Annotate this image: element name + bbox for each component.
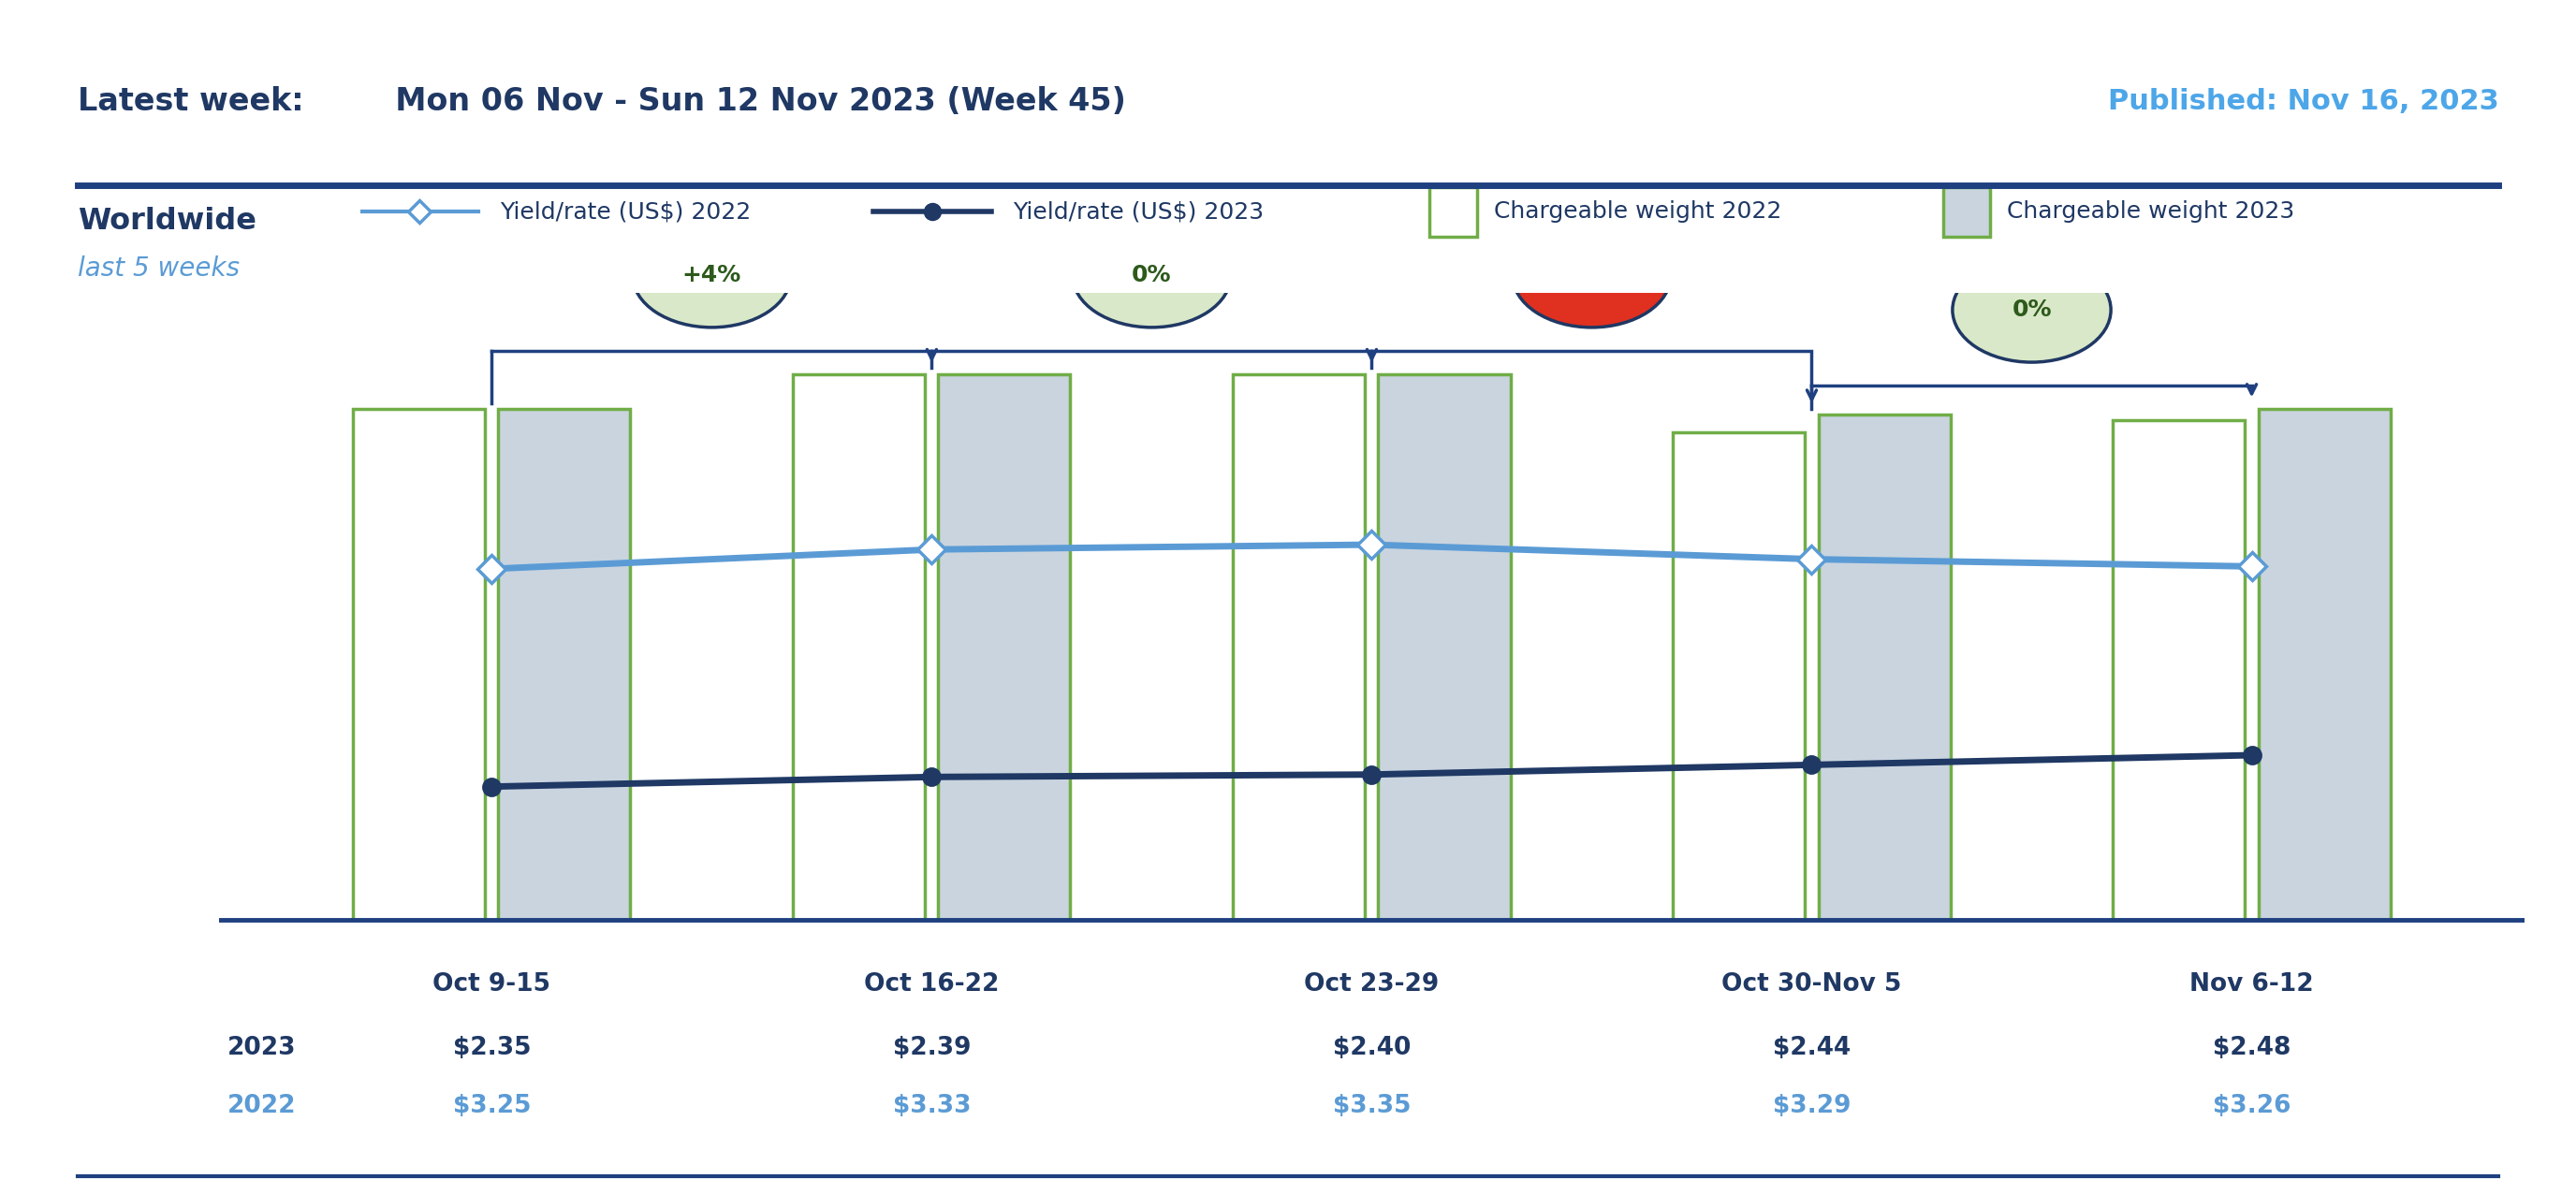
Text: +4%: +4% [683,264,742,287]
Text: -4%: -4% [1566,264,1615,287]
Bar [2112,420,2246,919]
Text: $2.48: $2.48 [2213,1036,2290,1060]
Bar [2259,408,2391,919]
Text: $3.33: $3.33 [894,1094,971,1119]
Bar [938,374,1072,919]
Text: $2.44: $2.44 [1772,1036,1850,1060]
Bar [353,408,484,919]
Text: $2.39: $2.39 [894,1036,971,1060]
Bar [1819,414,1950,919]
FancyBboxPatch shape [1430,187,1476,236]
Text: Mon 06 Nov - Sun 12 Nov 2023 (Week 45): Mon 06 Nov - Sun 12 Nov 2023 (Week 45) [374,86,1126,117]
Text: Chargeable weight 2022: Chargeable weight 2022 [1494,201,1783,223]
Text: 0%: 0% [1131,264,1172,287]
Text: Yield/rate (US$) 2022: Yield/rate (US$) 2022 [500,201,750,223]
Text: Worldwide: Worldwide [77,207,255,235]
Ellipse shape [1512,223,1672,327]
Bar [1234,374,1365,919]
Text: 2022: 2022 [227,1094,296,1119]
Text: Oct 30-Nov 5: Oct 30-Nov 5 [1721,972,1901,996]
Text: last 5 weeks: last 5 weeks [77,256,240,282]
Bar [793,374,925,919]
Text: Oct 16-22: Oct 16-22 [863,972,999,996]
Text: Nov 6-12: Nov 6-12 [2190,972,2313,996]
Text: Published: Nov 16, 2023: Published: Nov 16, 2023 [2107,88,2499,115]
Text: Yield/rate (US$) 2023: Yield/rate (US$) 2023 [1012,201,1265,223]
Text: Latest week:: Latest week: [77,86,304,117]
Text: $3.35: $3.35 [1332,1094,1412,1119]
Text: $2.35: $2.35 [453,1036,531,1060]
FancyBboxPatch shape [1942,187,1989,236]
Bar [1672,432,1806,919]
Text: $3.25: $3.25 [453,1094,531,1119]
Text: 2023: 2023 [227,1036,296,1060]
Text: $3.29: $3.29 [1772,1094,1850,1119]
Text: Oct 23-29: Oct 23-29 [1303,972,1440,996]
Text: 0%: 0% [2012,298,2050,321]
Text: Chargeable weight 2023: Chargeable weight 2023 [2007,201,2295,223]
Text: $3.26: $3.26 [2213,1094,2290,1119]
Ellipse shape [1072,223,1231,327]
Bar [497,408,631,919]
Ellipse shape [634,223,791,327]
Ellipse shape [1953,258,2110,362]
Bar [1378,374,1510,919]
Text: $2.40: $2.40 [1332,1036,1412,1060]
Text: Oct 9-15: Oct 9-15 [433,972,551,996]
